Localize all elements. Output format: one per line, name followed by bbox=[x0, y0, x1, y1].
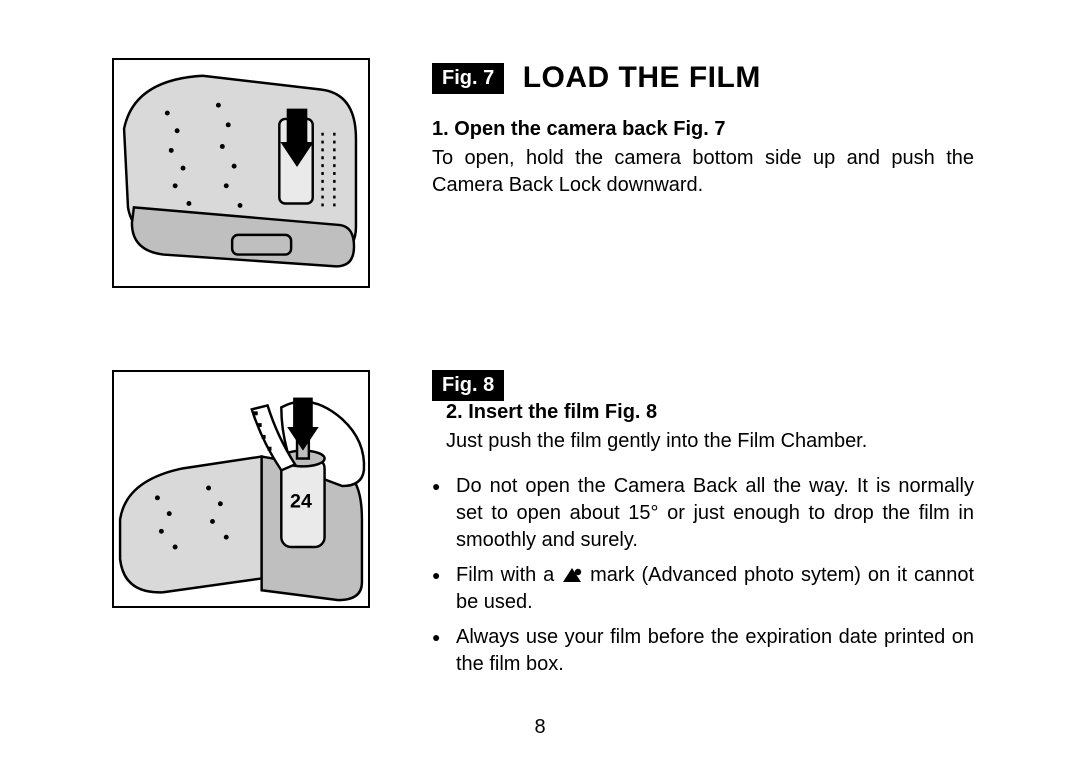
film-count-label: 24 bbox=[290, 491, 312, 513]
aps-mark-icon bbox=[561, 566, 583, 584]
page-number: 8 bbox=[0, 716, 1080, 739]
figure-7-illustration bbox=[112, 58, 370, 288]
step-2-heading: 2. Insert the film Fig. 8 bbox=[446, 401, 898, 424]
section-step2-row: Fig. 8 2. Insert the film Fig. 8 Just pu… bbox=[432, 370, 974, 686]
figure-8-illustration: 24 bbox=[112, 370, 370, 608]
camera-open-back-icon bbox=[114, 60, 368, 286]
section-title: LOAD THE FILM bbox=[523, 63, 761, 93]
step-1-heading: 1. Open the camera back Fig. 7 bbox=[432, 118, 974, 141]
bullet-item: Do not open the Camera Back all the way.… bbox=[432, 473, 974, 554]
insert-film-icon: 24 bbox=[114, 372, 368, 606]
manual-page: 24 Fig. 7 LOAD THE FILM 1. Open the c bbox=[0, 0, 1080, 763]
bullet-item: Film with a mark (Advanced photo sytem) … bbox=[432, 562, 974, 616]
step-2-bullet-list: Do not open the Camera Back all the way.… bbox=[432, 473, 974, 678]
bullet-item: Always use your film before the expirati… bbox=[432, 624, 974, 678]
step-2-body: Just push the film gently into the Film … bbox=[446, 428, 898, 455]
section-header-row: Fig. 7 LOAD THE FILM 1. Open the camera … bbox=[432, 63, 974, 199]
step-1-body: To open, hold the camera bottom side up … bbox=[432, 145, 974, 199]
bullet-2-prefix: Film with a bbox=[456, 564, 561, 586]
figure-8-label: Fig. 8 bbox=[432, 370, 504, 401]
figure-7-label: Fig. 7 bbox=[432, 63, 504, 94]
